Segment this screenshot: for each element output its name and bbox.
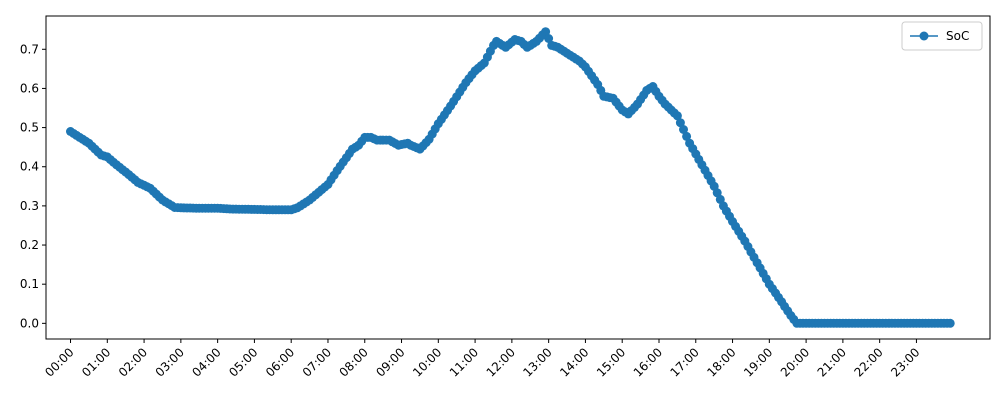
x-tick-label: 00:00 — [42, 345, 76, 379]
x-tick-label: 20:00 — [778, 345, 812, 379]
x-tick-label: 03:00 — [153, 345, 187, 379]
x-tick-label: 04:00 — [189, 345, 223, 379]
x-tick-label: 21:00 — [815, 345, 849, 379]
x-tick-label: 23:00 — [888, 345, 922, 379]
series-line — [70, 30, 951, 325]
x-tick-label: 14:00 — [557, 345, 591, 379]
series-layer — [66, 27, 955, 328]
y-tick-label: 0.7 — [20, 42, 39, 56]
x-tick-label: 09:00 — [373, 345, 407, 379]
data-point — [682, 131, 692, 141]
x-tick-label: 06:00 — [263, 345, 297, 379]
x-tick-label: 22:00 — [851, 345, 885, 379]
x-tick-label: 17:00 — [668, 345, 702, 379]
data-point — [672, 111, 682, 121]
legend-box — [901, 21, 983, 51]
x-tick-label: 19:00 — [741, 345, 775, 379]
y-tick-label: 0.1 — [20, 277, 39, 291]
y-tick-label: 0.0 — [20, 316, 39, 330]
data-point — [945, 318, 955, 328]
y-tick-label: 0.2 — [20, 238, 39, 252]
y-axis-ticks: 0.0 0.1 0.2 0.3 0.4 0.5 0.6 0.7 — [20, 42, 46, 330]
x-tick-label: 12:00 — [484, 345, 518, 379]
plot-frame — [45, 15, 991, 340]
legend-marker — [919, 31, 929, 41]
x-tick-label: 13:00 — [520, 345, 554, 379]
x-tick-label: 16:00 — [631, 345, 665, 379]
data-point — [679, 125, 688, 134]
legend: SoC — [901, 21, 983, 51]
legend-label: SoC — [946, 29, 969, 43]
x-tick-label: 01:00 — [79, 345, 113, 379]
x-tick-label: 15:00 — [594, 345, 628, 379]
x-tick-label: 11:00 — [447, 345, 481, 379]
data-point — [675, 118, 685, 128]
x-tick-label: 08:00 — [337, 345, 371, 379]
x-tick-label: 05:00 — [226, 345, 260, 379]
series-soc — [66, 27, 955, 328]
x-tick-label: 10:00 — [410, 345, 444, 379]
y-tick-label: 0.6 — [20, 81, 39, 95]
x-axis-ticks: 00:00 01:00 02:00 03:00 04:00 05:00 06:00 07:00… — [42, 339, 923, 380]
data-point — [541, 27, 551, 37]
x-tick-label: 07:00 — [300, 345, 334, 379]
data-point — [544, 34, 554, 43]
y-tick-label: 0.4 — [20, 160, 39, 174]
y-tick-label: 0.3 — [20, 199, 39, 213]
x-tick-label: 02:00 — [116, 345, 150, 379]
y-tick-label: 0.5 — [20, 121, 39, 135]
x-tick-label: 18:00 — [704, 345, 738, 379]
